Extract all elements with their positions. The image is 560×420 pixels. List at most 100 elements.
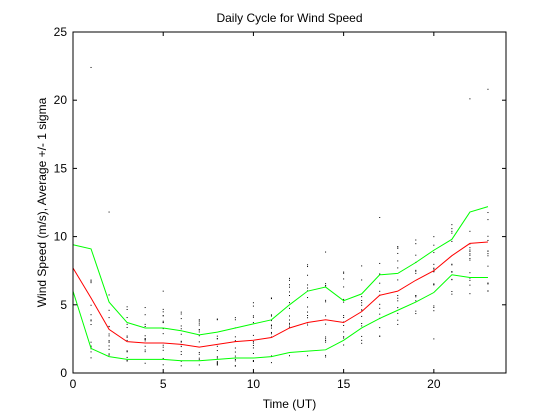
scatter-point xyxy=(487,290,489,292)
scatter-point-outlier xyxy=(108,211,110,213)
scatter-point xyxy=(216,338,218,340)
scatter-point xyxy=(180,360,182,362)
scatter-point xyxy=(433,271,435,273)
scatter-point xyxy=(379,335,381,337)
scatter-point xyxy=(270,355,272,357)
scatter-point-outlier xyxy=(469,98,471,100)
scatter-point xyxy=(216,350,218,352)
scatter-point xyxy=(451,293,453,295)
plot-frame xyxy=(72,31,507,374)
scatter-point xyxy=(379,290,381,292)
scatter-point xyxy=(289,291,290,293)
scatter-point xyxy=(487,250,489,252)
scatter-point xyxy=(361,265,363,267)
scatter-point xyxy=(469,257,471,259)
scatter-point xyxy=(433,310,435,312)
y-axis-label: Wind Speed (m/s), Average +/- 1 sigma xyxy=(35,97,49,307)
scatter-point xyxy=(343,336,345,338)
scatter-point xyxy=(216,361,218,363)
scatter-point xyxy=(361,342,363,344)
scatter-point xyxy=(144,323,146,325)
x-tick-label: 10 xyxy=(247,377,261,391)
x-tick-label: 0 xyxy=(70,377,77,391)
scatter-point xyxy=(343,278,345,280)
scatter-point xyxy=(162,333,164,335)
scatter-point xyxy=(198,359,200,361)
scatter-point xyxy=(108,345,110,347)
scatter-point xyxy=(469,277,471,279)
scatter-point xyxy=(198,320,200,322)
scatter-point xyxy=(451,228,453,230)
scatter-point xyxy=(289,302,290,304)
scatter-point xyxy=(487,282,489,284)
scatter-point xyxy=(433,252,435,254)
scatter-point xyxy=(90,320,92,322)
scatter-point xyxy=(307,266,309,268)
scatter-point xyxy=(307,297,309,299)
scatter-point xyxy=(144,338,146,340)
scatter-point xyxy=(216,362,218,364)
scatter-point xyxy=(361,325,363,327)
scatter-point xyxy=(216,345,218,347)
scatter-point xyxy=(126,350,128,352)
scatter-point xyxy=(361,296,363,298)
scatter-point xyxy=(289,319,290,321)
scatter-point xyxy=(361,339,363,341)
scatter-point xyxy=(234,336,236,338)
scatter-point xyxy=(198,322,200,324)
scatter-point xyxy=(325,285,327,287)
scatter-point xyxy=(90,279,92,281)
scatter-point xyxy=(289,307,290,309)
scatter-point xyxy=(379,303,381,305)
scatter-point xyxy=(198,364,200,366)
scatter-point xyxy=(198,329,200,331)
scatter-point xyxy=(343,344,345,346)
scatter-point xyxy=(270,333,272,335)
scatter-point xyxy=(379,273,381,275)
scatter-point xyxy=(343,315,345,317)
scatter-point xyxy=(487,265,489,267)
scatter-point xyxy=(325,251,327,253)
scatter-point xyxy=(433,244,435,246)
upper-sigma-line xyxy=(72,206,489,336)
scatter-point xyxy=(343,286,345,288)
scatter-point xyxy=(90,345,92,347)
scatter-point xyxy=(90,304,92,306)
scatter-point xyxy=(415,295,417,297)
scatter-point xyxy=(451,230,453,232)
scatter-point xyxy=(252,302,254,304)
scatter-point xyxy=(433,283,435,285)
scatter-point xyxy=(379,307,381,309)
scatter-point xyxy=(126,309,128,311)
scatter-point xyxy=(451,264,453,266)
scatter-point xyxy=(325,340,327,342)
scatter-point xyxy=(415,296,417,298)
scatter-point xyxy=(433,268,435,270)
scatter-point xyxy=(379,327,381,329)
scatter-point xyxy=(469,249,471,251)
scatter-point xyxy=(234,351,236,353)
scatter-point xyxy=(144,362,146,364)
scatter-point xyxy=(487,235,489,237)
scatter-point xyxy=(270,327,272,329)
scatter-point xyxy=(90,324,92,326)
scatter-point xyxy=(307,311,309,313)
scatter-point xyxy=(469,253,471,255)
scatter-point xyxy=(307,315,309,317)
scatter-point xyxy=(361,335,363,337)
scatter-point xyxy=(325,299,327,301)
scatter-point xyxy=(397,307,399,309)
scatter-point xyxy=(451,224,453,226)
scatter-point xyxy=(180,340,182,342)
scatter-point xyxy=(397,247,399,249)
y-tick-label: 5 xyxy=(60,298,67,312)
scatter-point xyxy=(234,347,236,349)
scatter-point xyxy=(325,354,327,356)
scatter-point xyxy=(126,356,128,358)
scatter-point xyxy=(343,298,345,300)
scatter-point xyxy=(162,357,164,359)
scatter-point xyxy=(469,247,471,249)
scatter-point xyxy=(162,349,164,351)
scatter-point xyxy=(289,326,290,328)
scatter-point xyxy=(144,314,146,316)
